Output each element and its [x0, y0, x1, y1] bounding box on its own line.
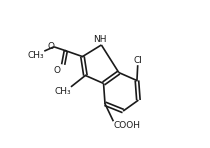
- Text: CH₃: CH₃: [28, 51, 45, 60]
- Text: NH: NH: [93, 35, 107, 44]
- Text: Cl: Cl: [133, 56, 142, 65]
- Text: CH₃: CH₃: [54, 87, 71, 96]
- Text: O: O: [47, 42, 54, 51]
- Text: O: O: [54, 66, 61, 75]
- Text: COOH: COOH: [114, 121, 141, 130]
